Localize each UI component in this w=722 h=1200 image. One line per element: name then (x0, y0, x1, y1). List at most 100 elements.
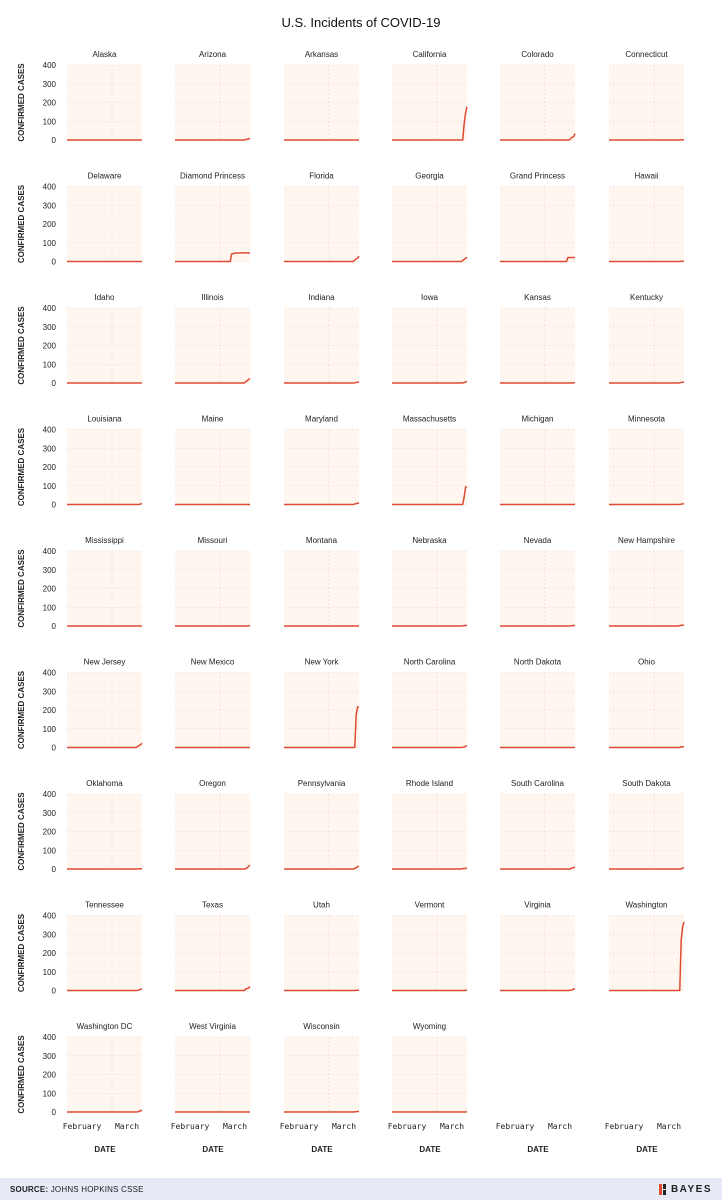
y-axis-label: CONFIRMED CASES (17, 306, 26, 385)
panel-north-carolina: North Carolina (392, 658, 468, 749)
y-tick-label: 100 (43, 603, 57, 612)
panel-title: Montana (306, 536, 338, 545)
panel-georgia: Georgia (392, 172, 468, 263)
panel-title: Rhode Island (406, 779, 453, 788)
y-tick-label: 100 (43, 846, 57, 855)
y-tick-label: 300 (43, 687, 57, 696)
panel-title: Diamond Princess (180, 172, 245, 181)
series-line (175, 137, 251, 141)
series-line (284, 381, 360, 384)
panel-title: South Carolina (511, 779, 564, 788)
x-axis-label: DATE (94, 1145, 116, 1154)
x-axis-label: DATE (419, 1145, 441, 1154)
panel-title: Texas (202, 901, 223, 910)
y-tick-label: 100 (43, 239, 57, 248)
x-tick-label: March (223, 1122, 247, 1131)
panel-title: Oregon (199, 779, 226, 788)
source-label: SOURCE: (10, 1184, 49, 1194)
panel-wisconsin: Wisconsin (284, 1022, 359, 1113)
series-line (175, 377, 251, 384)
x-axis-col-1: February March DATE (63, 1122, 139, 1154)
panel-utah: Utah (284, 901, 360, 992)
panel-new-hampshire: New Hampshire (609, 536, 685, 627)
panel-grand-princess: Grand Princess (500, 172, 575, 263)
panel-maine: Maine (175, 415, 250, 506)
panel-iowa: Iowa (392, 293, 468, 384)
y-axis-label: CONFIRMED CASES (17, 549, 26, 628)
bayes-logo-icon (658, 1183, 666, 1195)
panel-michigan: Michigan (500, 415, 576, 506)
y-tick-label: 0 (52, 1108, 57, 1117)
series-line (392, 256, 468, 263)
y-axis-label: CONFIRMED CASES (17, 63, 26, 142)
series-line (609, 502, 685, 506)
footer-bar: SOURCE: JOHNS HOPKINS CSSE BAYES (0, 1178, 722, 1200)
panel-wyoming: Wyoming (392, 1022, 468, 1113)
series-line (67, 742, 143, 749)
y-tick-label: 200 (43, 949, 57, 958)
y-tick-label: 300 (43, 201, 57, 210)
source-credit: SOURCE: JOHNS HOPKINS CSSE (10, 1185, 144, 1194)
y-axis-label: CONFIRMED CASES (17, 913, 26, 992)
panel-washington-dc: Washington DC 0 100 200 300 400 CONFIRMED CASE… (17, 1022, 143, 1117)
y-tick-label: 0 (52, 744, 57, 753)
panel-title: Michigan (521, 415, 553, 424)
panel-south-carolina: South Carolina (500, 779, 576, 870)
panel-tennessee: Tennessee 0 100 200 300 400 CONFIRMED CASES (17, 901, 143, 996)
panel-virginia: Virginia (500, 901, 576, 992)
chart-title: U.S. Incidents of COVID-19 (282, 15, 441, 30)
panel-title: Georgia (415, 172, 444, 181)
panel-rhode-island: Rhode Island (392, 779, 468, 870)
panel-indiana: Indiana (284, 293, 360, 384)
panel-title: Kentucky (630, 293, 663, 302)
panel-title: Virginia (524, 901, 551, 910)
panel-title: Hawaii (634, 172, 658, 181)
series-line (500, 256, 575, 263)
panel-title: Pennsylvania (298, 779, 346, 788)
y-tick-label: 300 (43, 809, 57, 818)
panel-title: North Carolina (404, 658, 456, 667)
series-line (392, 745, 468, 749)
y-tick-label: 300 (43, 80, 57, 89)
panel-massachusetts: Massachusetts (392, 415, 468, 506)
y-tick-label: 200 (43, 342, 57, 351)
panel-maryland: Maryland (284, 415, 360, 506)
panel-south-dakota: South Dakota (609, 779, 684, 870)
y-tick-label: 200 (43, 463, 57, 472)
series-line (284, 1110, 359, 1113)
series-line (609, 746, 684, 749)
x-tick-label: March (657, 1122, 681, 1131)
y-tick-label: 300 (43, 566, 57, 575)
y-axis-label: CONFIRMED CASES (17, 792, 26, 871)
y-tick-label: 0 (52, 258, 57, 267)
panel-title: Maine (202, 415, 224, 424)
series-line (500, 866, 576, 870)
panel-missouri: Missouri (175, 536, 250, 627)
x-axis-col-6: February March DATE (605, 1122, 681, 1154)
panel-title: Kansas (524, 293, 551, 302)
panel-title: New Mexico (191, 658, 235, 667)
x-axis-col-2: February March DATE (171, 1122, 247, 1154)
panel-title: South Dakota (622, 779, 671, 788)
panel-title: Indiana (308, 293, 335, 302)
panel-title: Idaho (94, 293, 115, 302)
y-axis-label: CONFIRMED CASES (17, 1035, 26, 1114)
x-tick-label: March (332, 1122, 356, 1131)
panel-nevada: Nevada (500, 536, 576, 627)
panel-florida: Florida (284, 172, 360, 263)
panel-colorado: Colorado (500, 50, 576, 141)
y-tick-label: 400 (43, 912, 57, 921)
series-line (284, 502, 360, 506)
y-tick-label: 300 (43, 1052, 57, 1061)
panel-north-dakota: North Dakota (500, 658, 576, 749)
series-line (392, 485, 468, 506)
panel-pennsylvania: Pennsylvania (284, 779, 360, 870)
panel-title: Nebraska (412, 536, 447, 545)
x-axis-col-5: February March DATE (496, 1122, 572, 1154)
panel-vermont: Vermont (392, 901, 467, 992)
y-tick-label: 300 (43, 323, 57, 332)
y-tick-label: 200 (43, 1071, 57, 1080)
series-line (609, 624, 685, 627)
x-axis-col-3: February March DATE (280, 1122, 356, 1154)
